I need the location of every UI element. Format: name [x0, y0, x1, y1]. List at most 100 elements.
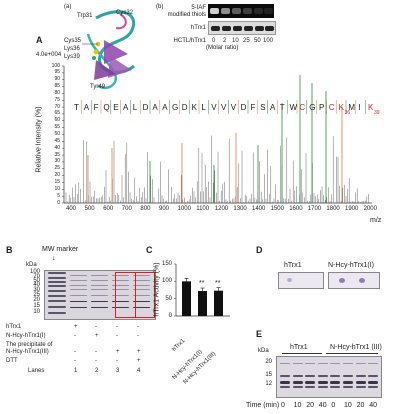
inset-b-tick-2: 10: [232, 38, 239, 44]
gel-lane-band: [70, 307, 87, 309]
time-course-band: [292, 381, 303, 384]
significance-stars: **: [215, 279, 221, 287]
time-course-band: [355, 375, 366, 378]
panel-label-A: A: [36, 35, 43, 45]
sequence-subscript: 36: [344, 110, 351, 116]
lanes-label: Lanes: [28, 368, 45, 374]
spectrum-y-tick: 10: [54, 185, 60, 192]
inset-b-tick-5: 100: [263, 38, 274, 44]
condition-mark: +: [137, 349, 141, 355]
sequence-residue: F: [250, 103, 256, 112]
sequence-residue: K: [338, 103, 344, 112]
gel-lane-band: [91, 280, 108, 282]
spectrum-x-tick: 500: [84, 206, 95, 212]
time-course-band: [355, 386, 366, 389]
mw-ladder-label: 20: [33, 297, 40, 303]
spectrum-y-tick: 90: [54, 76, 60, 83]
time-point: 20: [356, 402, 365, 409]
time-course-band: [368, 375, 379, 378]
gel-lane-band: [133, 289, 150, 291]
gel-lane-band: [112, 307, 129, 309]
gel-lane-band: [133, 295, 150, 297]
gel-lane-band: [70, 295, 87, 297]
mw-ladder-label: 25: [33, 292, 40, 298]
gel-lane-band: [70, 280, 87, 282]
inset-b-tick-1: 2: [223, 38, 227, 44]
time-point: 0: [281, 402, 285, 409]
time-label: Time (min): [246, 402, 280, 409]
spectrum-x-tick: 1700: [307, 206, 322, 212]
time-course-band: [343, 386, 353, 389]
ladder-band: [48, 285, 66, 287]
mass-spectrum-plot: [62, 65, 372, 204]
sequence-residue: K: [191, 103, 197, 112]
condition-row-label: N-Hcy-hTrx1(I): [6, 333, 46, 339]
lane-number: 1: [74, 368, 78, 374]
activity-y-tick: 0: [168, 313, 172, 319]
spectrum-x-tick: 1100: [196, 206, 210, 212]
time-course-band: [343, 381, 353, 384]
mw-ladder-label: 10: [33, 309, 40, 315]
spectrum-y-tick: 40: [54, 144, 60, 151]
dot-blot-nhcy: [328, 272, 380, 289]
sequence-residue: D: [240, 103, 247, 112]
time-course-band: [317, 381, 328, 384]
time-course-band: [317, 386, 328, 389]
spectrum-x-tick: 400: [66, 206, 77, 212]
sequence-residue: C: [328, 103, 335, 112]
gel-lane-band: [91, 307, 108, 309]
group-underline-1: [282, 353, 322, 354]
gel-lane-band: [133, 307, 150, 309]
spectrum-x-tick: 1200: [214, 206, 229, 212]
spectrum-x-tick: 700: [121, 206, 132, 212]
condition-mark: +: [74, 324, 78, 330]
spectrum-x-tick: 1500: [270, 206, 284, 212]
gel-lane-band: [112, 275, 129, 277]
ladder-band: [48, 281, 66, 283]
sequence-residue: T: [74, 103, 79, 112]
time-course-band: [280, 381, 290, 384]
activity-bar: [198, 291, 207, 316]
condition-row-label: N-Hcy-hTrx1(III): [6, 349, 49, 355]
sequence-residue: Q: [103, 103, 110, 112]
sequence-residue: F: [93, 103, 99, 112]
inset-b-tick-4: 50: [254, 38, 261, 44]
sequence-residue: A: [83, 103, 90, 112]
spectrum-y-tick: 75: [54, 96, 60, 103]
gel-lane-band: [133, 275, 150, 277]
spectrum-y-tick: 80: [54, 89, 60, 96]
condition-mark: -: [95, 324, 97, 330]
inset-b-row2-label: hTrx1: [190, 25, 206, 31]
inset-b-row1b-label: modified thiols: [167, 12, 206, 18]
gel-lane-band: [91, 275, 108, 277]
residue-label-tyr49: Tyr49: [90, 84, 106, 90]
spectrum-x-tick: 2000: [363, 206, 377, 212]
spectrum-y-tick: 70: [54, 103, 60, 110]
residue-label-trp31: Trp31: [77, 13, 93, 19]
gel-lane-band: [112, 289, 129, 291]
sds-gel: [44, 270, 156, 320]
inset-b-unit: (Molar ratio): [206, 45, 239, 51]
time-point: 40: [369, 402, 377, 409]
condition-mark: -: [95, 358, 97, 364]
lane-number: 2: [95, 368, 99, 374]
inset-b-row1-label: 5-IAF: [191, 5, 206, 11]
mw-ladder-label: 50: [33, 278, 40, 284]
lane-number: 4: [137, 368, 141, 374]
time-course-band-faint: [317, 363, 328, 365]
condition-mark: +: [95, 333, 99, 339]
significance-stars: **: [199, 280, 205, 288]
protein-structure-icon: [82, 10, 136, 89]
gel-e-mw-label: 15: [265, 372, 272, 378]
condition-mark: -: [74, 349, 76, 355]
sequence-residue: V: [211, 103, 217, 112]
gel-e-group-nhcy: N-Hcy-hTrx1 (III): [330, 344, 382, 351]
inset-b-xlabel: HCTL/hTrx1: [173, 38, 206, 44]
mw-ladder-label: 30: [33, 287, 40, 293]
mw-marker-arrow-icon: ↓: [52, 255, 56, 262]
time-course-band-faint: [330, 363, 341, 365]
spectrum-y-tick: 0: [57, 199, 60, 206]
time-course-band-faint: [280, 363, 290, 365]
time-course-band-faint: [292, 363, 303, 365]
condition-mark: -: [74, 358, 76, 364]
